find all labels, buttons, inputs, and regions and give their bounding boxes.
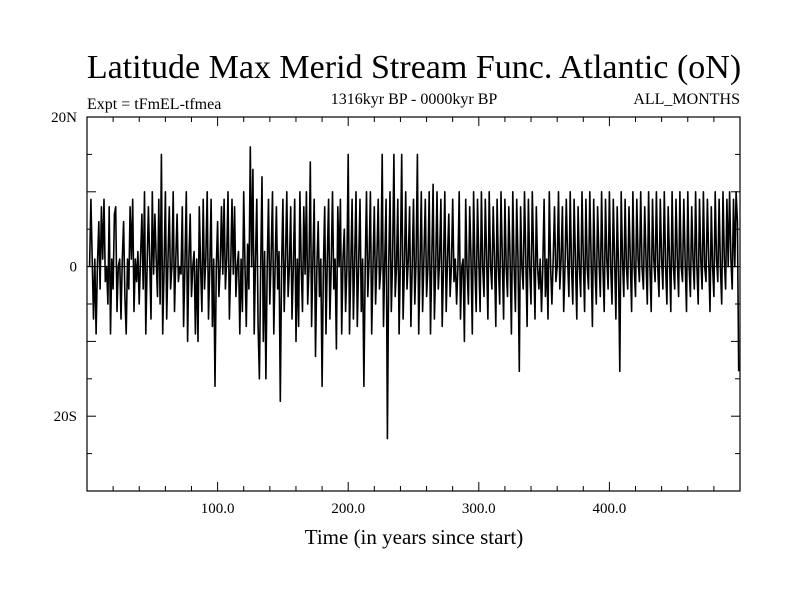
x-tick-label: 400.0 [593,501,627,517]
months-label: ALL_MONTHS [633,91,740,108]
x-tick-label: 200.0 [331,501,365,517]
y-axis: 20N 0 20S [51,110,740,492]
series-line [88,146,740,440]
y-tick-label: 20N [51,110,77,126]
x-axis: 100.0 200.0 300.0 400.0 [112,117,715,517]
time-range-label: 1316kyr BP - 0000kyr BP [331,91,498,108]
experiment-label: Expt = tFmEL-tfmea [87,96,221,113]
y-tick-label: 0 [70,260,78,276]
x-axis-label: Time (in years since start) [305,525,524,549]
y-tick-label: 20S [54,409,77,425]
plot-frame [86,116,741,492]
x-tick-label: 300.0 [462,501,496,517]
x-tick-label: 100.0 [201,501,235,517]
chart-title: Latitude Max Merid Stream Func. Atlantic… [87,49,741,86]
